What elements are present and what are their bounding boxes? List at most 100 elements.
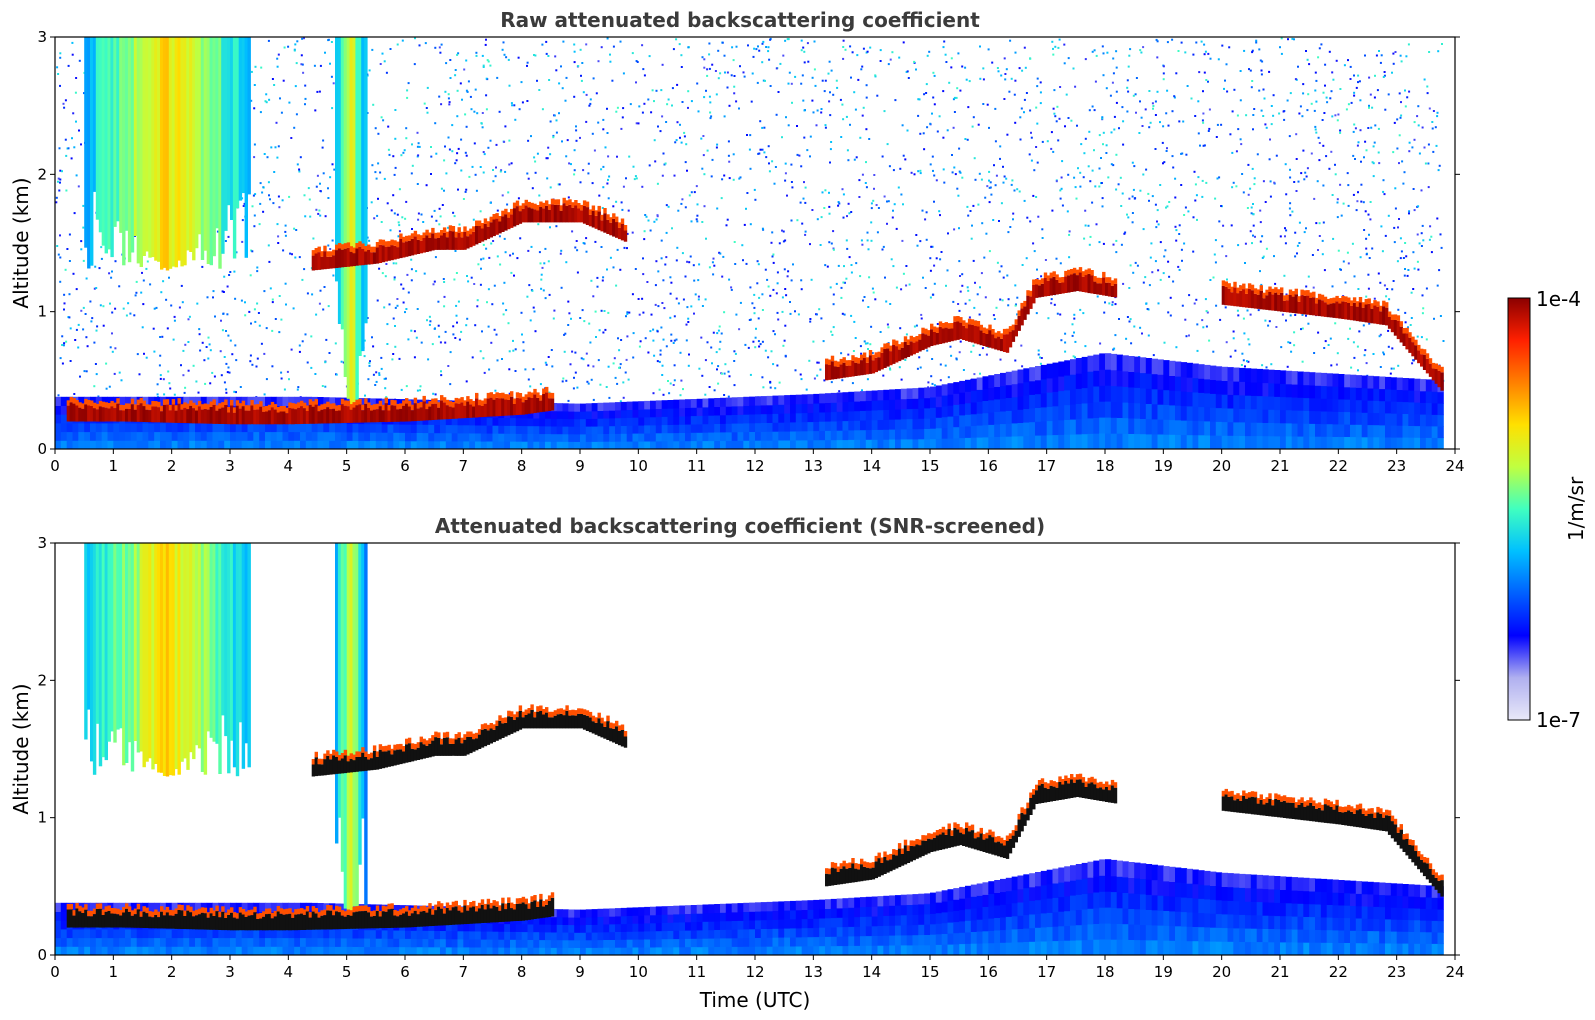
- noise-pixel: [876, 94, 879, 97]
- boundary-layer-cell: [539, 425, 546, 435]
- noise-pixel: [988, 170, 991, 173]
- boundary-layer-cell: [749, 422, 756, 432]
- noise-pixel: [873, 174, 876, 176]
- boundary-layer-cell: [189, 422, 196, 433]
- noise-pixel: [68, 293, 71, 296]
- noise-pixel: [413, 330, 416, 333]
- boundary-layer-cell: [1192, 434, 1199, 450]
- boundary-layer-cell: [877, 399, 884, 411]
- noise-pixel: [86, 345, 89, 348]
- noise-pixel: [503, 237, 506, 240]
- noise-pixel: [938, 210, 941, 213]
- noise-pixel: [712, 257, 715, 260]
- boundary-layer-cell: [562, 403, 569, 412]
- noise-pixel: [1199, 144, 1201, 147]
- noise-pixel: [404, 217, 407, 220]
- noise-pixel: [708, 42, 711, 45]
- noise-pixel: [227, 235, 230, 238]
- boundary-layer-cell: [655, 440, 663, 450]
- noise-pixel: [875, 204, 878, 206]
- boundary-layer-cell: [702, 398, 709, 408]
- noise-pixel: [592, 365, 595, 368]
- noise-pixel: [1394, 51, 1397, 53]
- noise-pixel: [181, 301, 184, 304]
- boundary-layer-cell: [941, 395, 948, 407]
- noise-pixel: [1039, 81, 1042, 84]
- noise-pixel: [1436, 115, 1439, 118]
- noise-pixel: [1301, 360, 1304, 363]
- boundary-layer-cell: [480, 433, 488, 442]
- boundary-layer-cell: [445, 416, 453, 426]
- boundary-layer-cell: [1245, 435, 1252, 450]
- noise-pixel: [447, 136, 450, 139]
- boundary-layer-cell: [101, 440, 108, 450]
- noise-pixel: [1252, 114, 1255, 116]
- noise-pixel: [717, 329, 720, 332]
- noise-pixel: [697, 279, 700, 282]
- boundary-layer-cell: [790, 440, 797, 450]
- noise-pixel: [738, 328, 741, 331]
- noise-pixel: [576, 249, 579, 252]
- noise-pixel: [1263, 97, 1266, 100]
- noise-pixel: [1400, 60, 1403, 63]
- noise-pixel: [1237, 314, 1240, 317]
- noise-pixel: [641, 297, 644, 300]
- noise-pixel: [1305, 314, 1307, 317]
- boundary-layer-cell: [772, 431, 779, 441]
- noise-pixel: [235, 251, 238, 254]
- noise-pixel: [1244, 262, 1246, 264]
- boundary-layer-cell: [900, 388, 908, 400]
- noise-pixel: [1055, 257, 1058, 260]
- boundary-layer-cell: [895, 409, 902, 420]
- noise-pixel: [601, 207, 604, 209]
- noise-pixel: [291, 253, 293, 256]
- boundary-layer-cell: [982, 412, 989, 426]
- noise-pixel: [692, 264, 695, 267]
- noise-pixel: [1148, 126, 1151, 129]
- noise-pixel: [460, 138, 463, 141]
- noise-pixel: [866, 342, 869, 345]
- noise-pixel: [1091, 169, 1094, 172]
- noise-pixel: [872, 291, 875, 294]
- noise-pixel: [781, 310, 784, 313]
- noise-pixel: [1251, 49, 1254, 52]
- boundary-layer-cell: [1437, 414, 1444, 427]
- noise-pixel: [83, 370, 86, 373]
- boundary-layer-cell: [620, 425, 628, 434]
- boundary-layer-cell: [1256, 382, 1263, 397]
- noise-pixel: [726, 218, 729, 221]
- noise-pixel: [955, 96, 958, 99]
- noise-pixel: [1302, 83, 1305, 86]
- noise-pixel: [1244, 242, 1247, 245]
- noise-pixel: [1037, 353, 1040, 356]
- noise-pixel: [289, 252, 292, 255]
- noise-pixel: [1305, 175, 1308, 178]
- boundary-layer-cell: [743, 422, 750, 433]
- noise-pixel: [995, 174, 998, 177]
- noise-pixel: [772, 261, 775, 264]
- noise-pixel: [1117, 183, 1120, 186]
- noise-pixel: [574, 371, 577, 374]
- noise-pixel: [652, 328, 655, 331]
- noise-pixel: [581, 62, 584, 64]
- boundary-layer-cell: [1169, 360, 1176, 376]
- noise-pixel: [1342, 202, 1345, 205]
- noise-pixel: [654, 160, 657, 163]
- noise-pixel: [993, 318, 996, 320]
- noise-pixel: [275, 121, 278, 124]
- boundary-layer-cell: [1355, 399, 1363, 413]
- noise-pixel: [1392, 62, 1395, 65]
- noise-pixel: [1330, 364, 1333, 367]
- boundary-layer-cell: [731, 397, 738, 407]
- noise-pixel: [714, 70, 717, 72]
- noise-pixel: [606, 182, 609, 185]
- plume-streak: [125, 37, 129, 231]
- noise-pixel: [1374, 124, 1377, 127]
- noise-pixel: [1140, 51, 1143, 54]
- boundary-layer-cell: [574, 411, 581, 420]
- noise-pixel: [526, 61, 529, 64]
- boundary-layer-cell: [282, 396, 289, 406]
- noise-pixel: [57, 177, 60, 180]
- boundary-layer-cell: [1285, 370, 1293, 385]
- boundary-layer-cell: [1116, 370, 1123, 387]
